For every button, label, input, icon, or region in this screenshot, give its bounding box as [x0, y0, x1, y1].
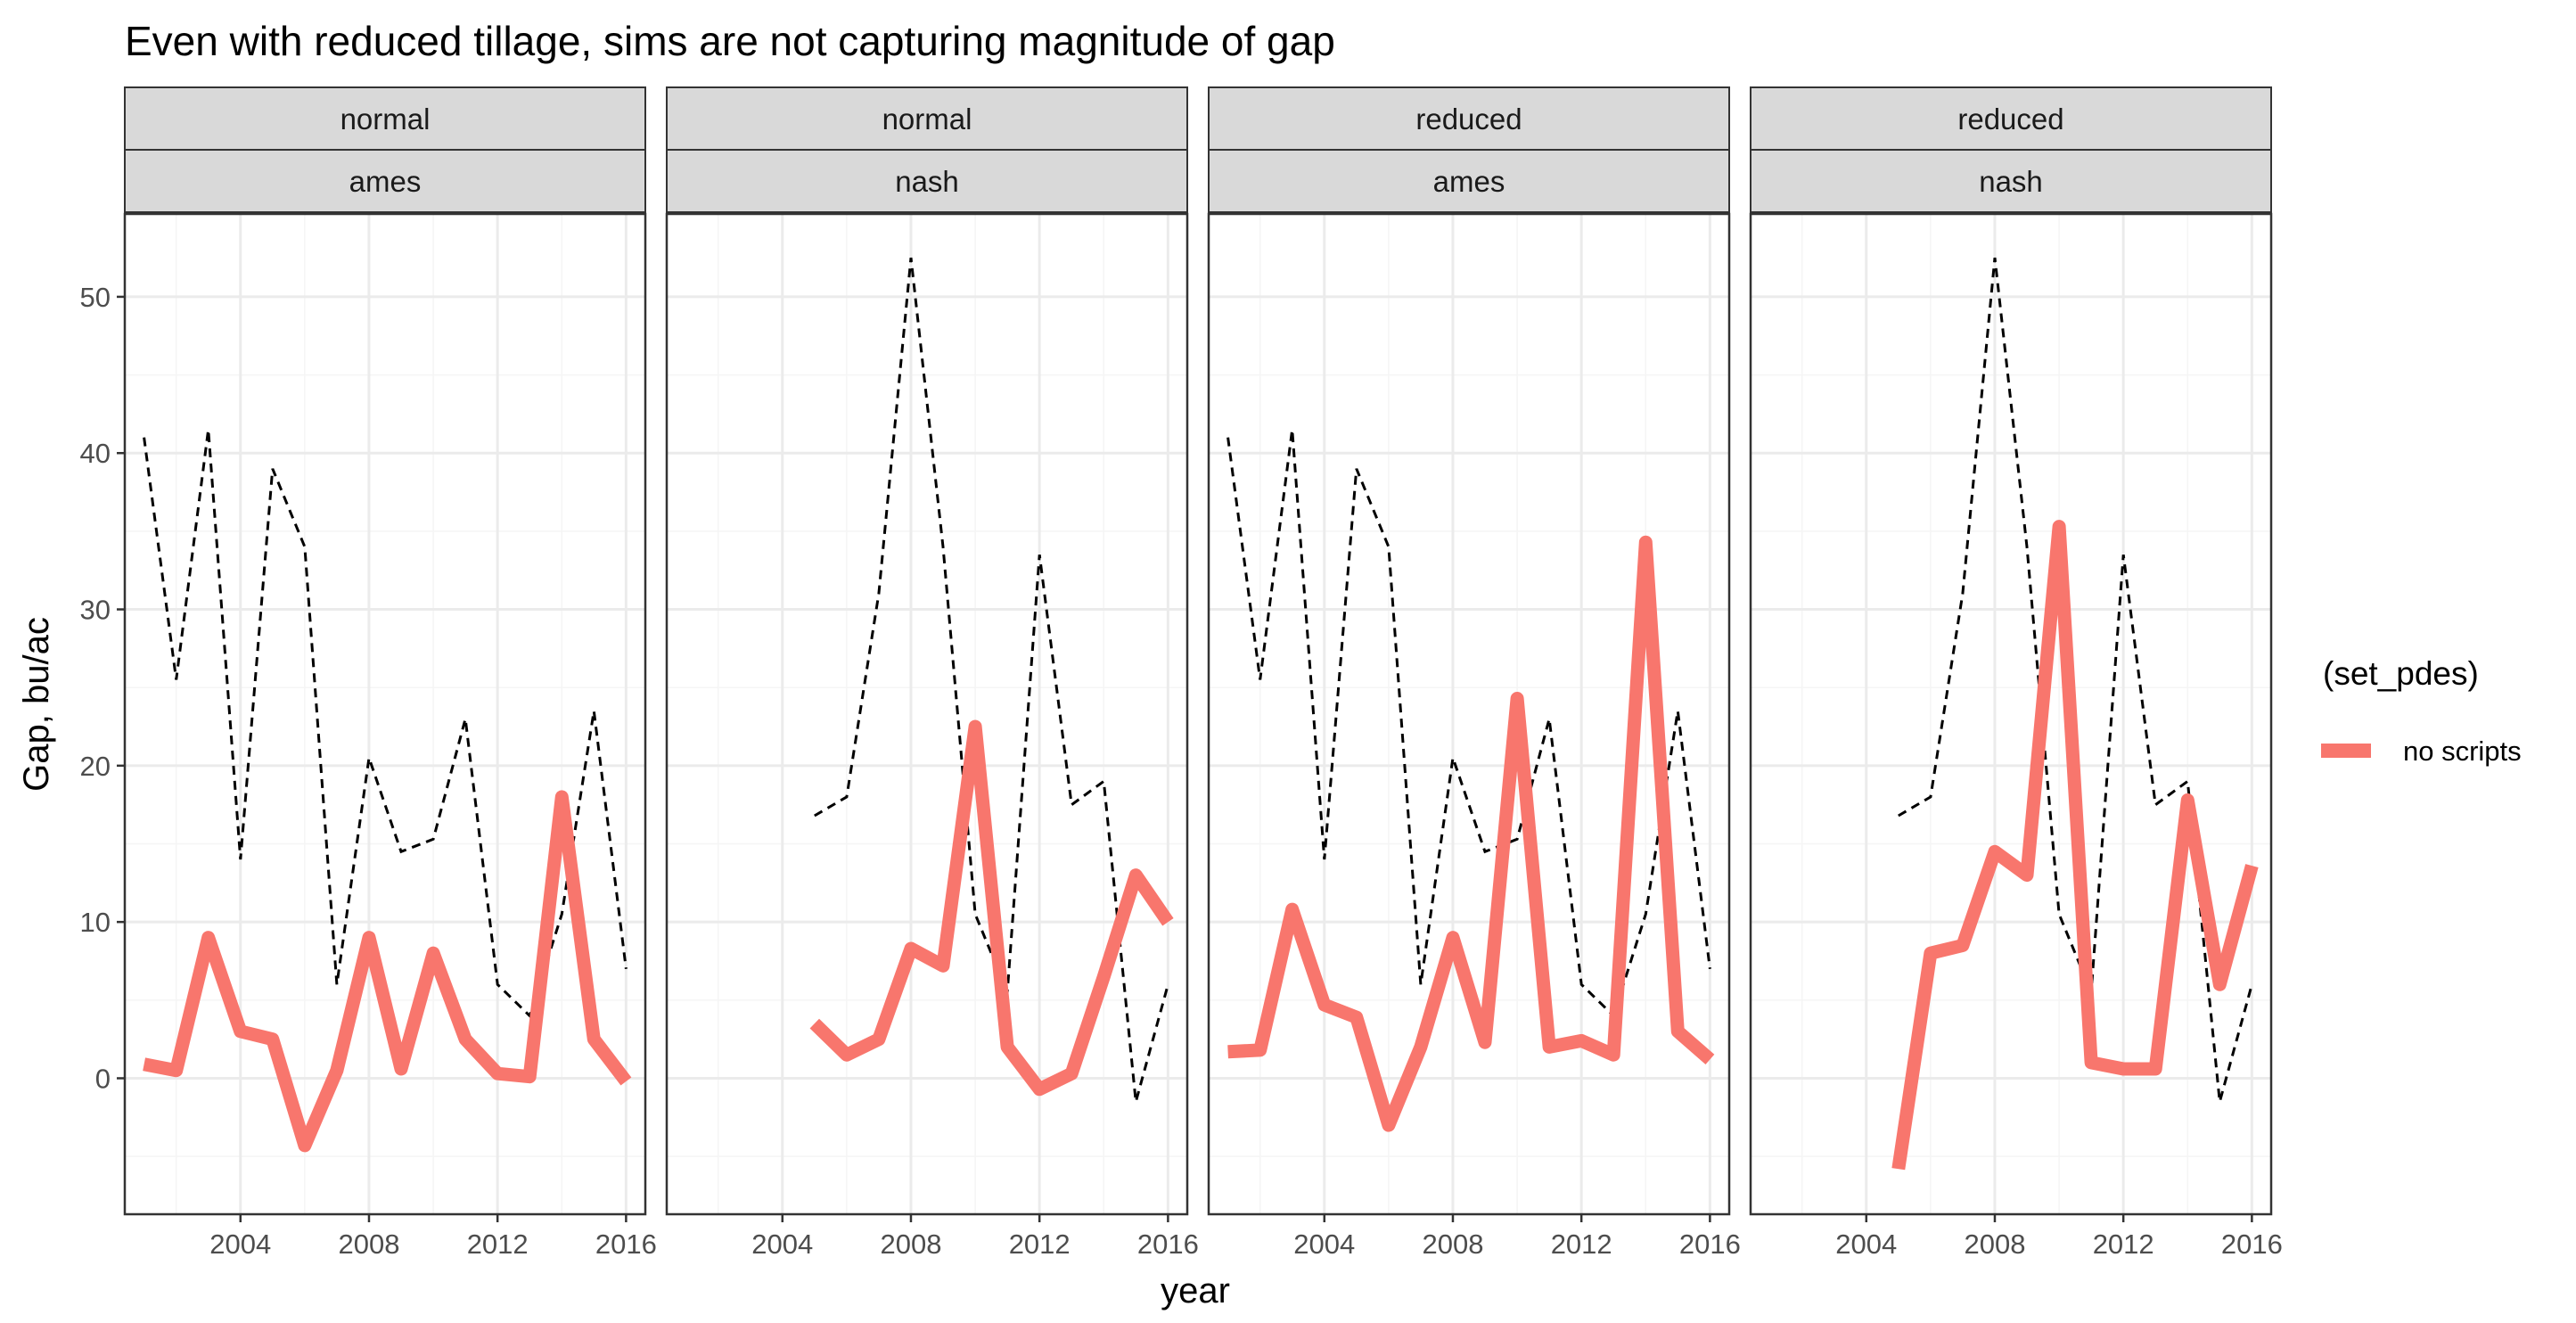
strip-bottom-label: ames	[1433, 165, 1505, 198]
x-tick-label: 2016	[1137, 1228, 1199, 1260]
legend-title: (set_pdes)	[2323, 655, 2479, 692]
observed-line	[814, 257, 1169, 1103]
strip-top-label: reduced	[1957, 103, 2063, 136]
x-axis-title: year	[1161, 1271, 1230, 1311]
chart-title: Even with reduced tillage, sims are not …	[125, 18, 1335, 64]
strip-top	[1750, 86, 2272, 151]
facet-panel-1: normal ames 2004 2008 2012 2016	[123, 86, 657, 1260]
x-tick-label: 2016	[2221, 1228, 2283, 1260]
x-tick-label: 2016	[595, 1228, 657, 1260]
y-tick-label: 20	[80, 751, 111, 782]
strip-top-label: reduced	[1415, 103, 1522, 136]
strip-bottom	[124, 149, 646, 213]
strip-top-label: normal	[882, 103, 972, 136]
plot-background	[1209, 214, 1729, 1214]
strip-bottom-label: ames	[349, 165, 422, 198]
y-tick-label: 40	[80, 438, 111, 469]
strip-bottom	[1208, 149, 1730, 213]
facet-panel-4: reduced nash 2004 2008 2012 2016	[1749, 86, 2283, 1260]
strip-bottom-label: nash	[1979, 165, 2043, 198]
facet-panels: normal ames 2004 2008 2012 2016 normal nash 2004…	[123, 86, 2283, 1260]
y-tick-label: 0	[95, 1063, 111, 1094]
series-line-no-scripts	[143, 790, 632, 1153]
strip-bottom-label: nash	[895, 165, 959, 198]
strip-top-label: normal	[340, 103, 431, 136]
strip-top	[124, 86, 646, 151]
x-tick-label: 2012	[2093, 1228, 2154, 1260]
plot-background	[125, 214, 645, 1214]
x-tick-label: 2008	[880, 1228, 941, 1260]
x-tick-label: 2008	[1964, 1228, 2025, 1260]
strip-bottom	[666, 149, 1188, 213]
series-line-no-scripts	[809, 719, 1174, 1097]
x-tick-label: 2008	[338, 1228, 399, 1260]
x-tick-label: 2004	[1835, 1228, 1897, 1260]
x-tick-label: 2004	[209, 1228, 271, 1260]
x-tick-label: 2012	[1551, 1228, 1612, 1260]
panel-border	[665, 212, 1189, 1216]
x-tick-label: 2012	[467, 1228, 529, 1260]
plot-background	[667, 214, 1187, 1214]
legend-label-no-scripts: no scripts	[2403, 735, 2522, 767]
panel-border	[123, 212, 647, 1216]
facet-panel-3: reduced ames 2004 2008 2012 2016	[1207, 86, 1741, 1260]
y-tick-label: 30	[80, 595, 111, 626]
facet-panel-2: normal nash 2004 2008 2012 2016	[665, 86, 1199, 1260]
x-tick-label: 2012	[1009, 1228, 1071, 1260]
panel-border	[1749, 212, 2273, 1216]
y-tick-label: 50	[80, 282, 111, 313]
x-tick-label: 2004	[751, 1228, 813, 1260]
y-axis: 0 10 20 30 40 50	[80, 282, 125, 1094]
plot-background	[1751, 214, 2271, 1214]
panel-border	[1207, 212, 1731, 1216]
x-tick-label: 2008	[1422, 1228, 1483, 1260]
legend: (set_pdes) no scripts	[2321, 655, 2522, 767]
series-line-no-scripts	[1891, 520, 2259, 1171]
x-tick-label: 2016	[1679, 1228, 1741, 1260]
strip-bottom	[1750, 149, 2272, 213]
strip-top	[666, 86, 1188, 151]
x-tick-label: 2004	[1293, 1228, 1355, 1260]
y-axis-title: Gap, bu/ac	[17, 617, 56, 792]
y-tick-label: 10	[80, 907, 111, 938]
series-line-no-scripts	[1227, 535, 1715, 1132]
